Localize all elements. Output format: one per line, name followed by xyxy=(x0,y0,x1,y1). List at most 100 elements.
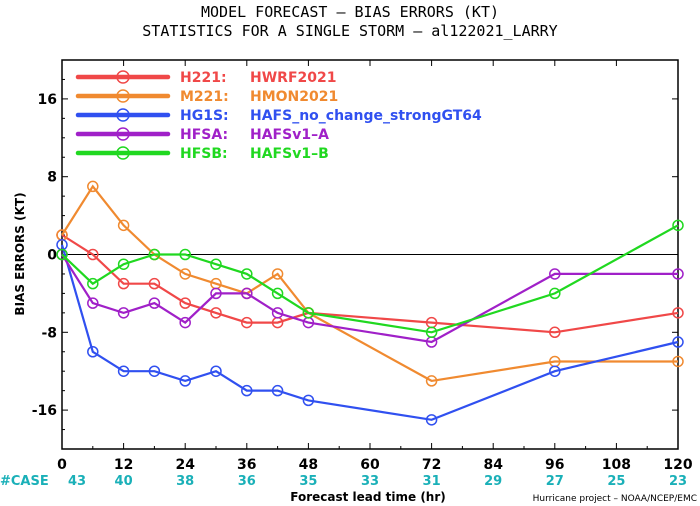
data-point xyxy=(179,268,191,280)
series-layer xyxy=(56,180,684,426)
case-counts: 43 40 38 36 35 33 31 29 27 25 23 xyxy=(68,474,687,489)
data-point xyxy=(549,326,561,339)
case-count: 33 xyxy=(361,474,379,489)
data-point xyxy=(56,248,68,261)
data-point xyxy=(117,219,130,232)
x-tick-label: 120 xyxy=(663,457,692,473)
legend-name: HWRF2021 xyxy=(250,70,336,86)
y-tick-label: -8 xyxy=(41,325,57,341)
case-count: 36 xyxy=(238,474,256,489)
series-line xyxy=(61,184,678,383)
case-count: 43 xyxy=(68,474,86,489)
data-point xyxy=(672,268,684,280)
legend-entry: M221: HMON2021 xyxy=(75,89,338,105)
series-line xyxy=(61,234,679,334)
data-point xyxy=(425,414,438,426)
data-point xyxy=(425,326,438,339)
data-point xyxy=(87,248,99,261)
data-point xyxy=(117,258,130,270)
data-point xyxy=(672,219,684,232)
data-point xyxy=(148,297,161,309)
data-point xyxy=(271,268,284,280)
data-point xyxy=(241,316,253,329)
case-count: 38 xyxy=(176,474,194,489)
series-line xyxy=(61,224,679,334)
data-point xyxy=(179,297,191,309)
legend-code: HFSB: xyxy=(180,146,228,162)
legend-entry: H221: HWRF2021 xyxy=(75,70,336,86)
x-tick-label: 0 xyxy=(57,457,67,473)
legend-swatch-marker xyxy=(116,127,130,141)
x-tick-label: 60 xyxy=(360,457,380,473)
data-point xyxy=(210,307,222,319)
x-tick-label: 96 xyxy=(545,457,564,473)
data-point xyxy=(87,180,99,193)
data-point xyxy=(117,365,130,377)
data-point xyxy=(549,287,561,300)
legend-name: HMON2021 xyxy=(250,89,338,105)
legend-entry: HFSB: HAFSv1–B xyxy=(75,146,329,162)
legend-code: H221: xyxy=(180,70,227,86)
data-point xyxy=(148,277,161,290)
y-tick-label: 8 xyxy=(47,170,57,186)
series-line xyxy=(60,244,679,421)
data-point xyxy=(179,248,191,261)
data-point xyxy=(179,375,191,387)
legend-entry: HFSA: HAFSv1–A xyxy=(75,127,329,143)
data-point xyxy=(87,297,99,309)
case-count: 25 xyxy=(607,474,625,489)
y-tick-label: 0 xyxy=(47,248,57,264)
data-point xyxy=(148,248,161,261)
x-axis-label: Forecast lead time (hr) xyxy=(290,490,446,504)
y-tick-label: -16 xyxy=(32,403,57,419)
data-point xyxy=(87,346,99,358)
legend-name: HAFS_no_change_strongGT64 xyxy=(250,108,482,124)
data-point xyxy=(549,268,561,280)
legend-name: HAFSv1–B xyxy=(250,146,329,162)
legend-swatch-marker xyxy=(116,146,130,160)
x-tick-label: 24 xyxy=(175,457,195,473)
data-point xyxy=(302,394,315,407)
legend-swatch-marker xyxy=(116,89,130,103)
legend-swatch-marker xyxy=(116,70,130,84)
data-point xyxy=(672,355,684,368)
legend-entry: HG1S: HAFS_no_change_strongGT64 xyxy=(75,108,482,124)
data-point xyxy=(672,307,684,319)
data-point xyxy=(210,365,222,377)
data-point xyxy=(241,287,253,300)
data-point xyxy=(271,307,284,319)
series-hafsv1-b xyxy=(56,219,684,339)
y-axis-ticks: -16 -8 0 8 16 xyxy=(32,59,678,450)
case-count: 29 xyxy=(484,474,502,489)
data-point xyxy=(271,384,284,397)
x-tick-label: 108 xyxy=(602,457,631,473)
case-count: 31 xyxy=(423,474,441,489)
x-tick-label: 36 xyxy=(237,457,256,473)
data-point xyxy=(148,365,161,377)
x-tick-label: 48 xyxy=(299,457,318,473)
case-count: 27 xyxy=(546,474,564,489)
chart-subtitle: STATISTICS FOR A SINGLE STORM – al122021… xyxy=(142,22,557,40)
x-tick-label: 12 xyxy=(114,457,133,473)
data-point xyxy=(210,258,222,270)
data-point xyxy=(271,287,284,300)
data-point xyxy=(425,375,438,387)
x-axis-ticks: 0 12 24 36 48 60 72 84 96 108 120 xyxy=(57,60,693,473)
data-point xyxy=(549,365,561,377)
x-tick-label: 72 xyxy=(422,457,441,473)
series-hafsv1-a xyxy=(56,248,684,348)
case-count: 23 xyxy=(669,474,687,489)
data-point xyxy=(241,268,253,280)
data-point xyxy=(179,316,191,329)
case-label: #CASE xyxy=(0,474,49,489)
legend-code: HFSA: xyxy=(180,127,228,143)
case-count: 40 xyxy=(115,474,133,489)
y-axis-label: BIAS ERRORS (KT) xyxy=(13,192,27,315)
legend-code: HG1S: xyxy=(180,108,229,124)
data-point xyxy=(210,287,222,300)
chart-title: MODEL FORECAST – BIAS ERRORS (KT) xyxy=(201,3,499,21)
series-hwrf2021 xyxy=(56,229,684,339)
data-point xyxy=(87,277,99,290)
legend-name: HAFSv1–A xyxy=(250,127,329,143)
